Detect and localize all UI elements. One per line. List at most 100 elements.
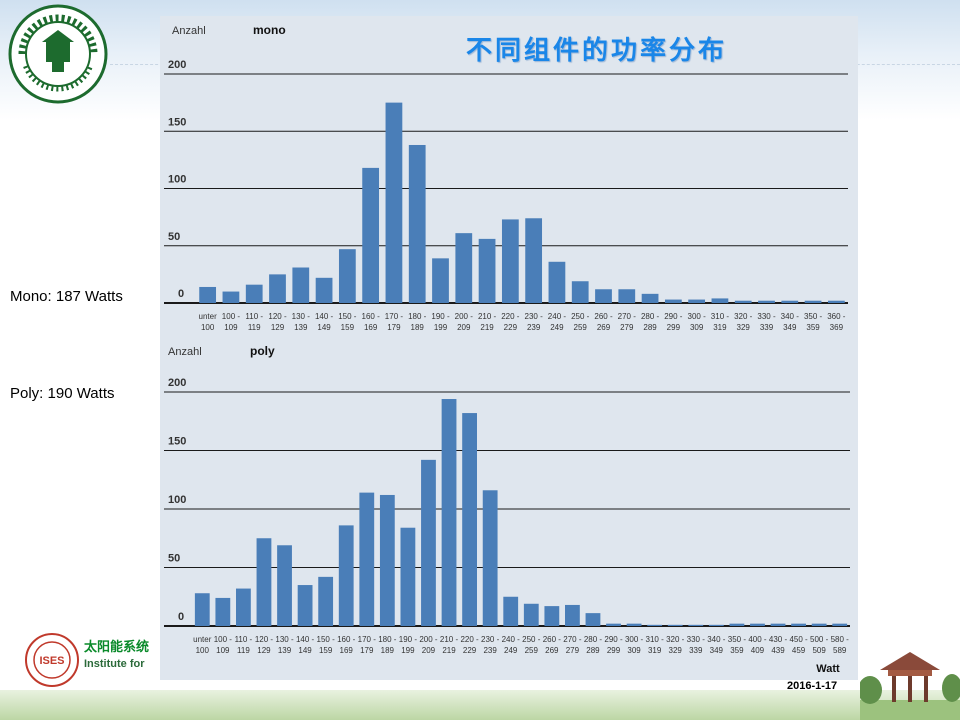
mono-watts-label: Mono: 187 Watts: [10, 288, 123, 305]
poly-x-tick-label: 210 -: [440, 635, 459, 644]
poly-x-tick-label: 339: [689, 646, 703, 655]
poly-bar: [811, 623, 827, 626]
poly-bar: [791, 623, 806, 626]
poly-x-tick-label: 100 -: [214, 635, 233, 644]
poly-x-tick-label: 160 -: [337, 635, 356, 644]
poly-x-tick-label: 269: [545, 646, 559, 655]
mono-x-tick-label: 119: [248, 323, 261, 332]
poly-bar: [338, 525, 354, 626]
poly-x-tick-label: 139: [278, 646, 292, 655]
poly-y-tick-label: 150: [168, 436, 186, 448]
poly-x-tick-label: 179: [360, 646, 374, 655]
poly-bar: [318, 576, 334, 626]
mono-bar: [571, 281, 589, 303]
mono-bar: [269, 274, 286, 303]
poly-x-tick-label: 290 -: [604, 635, 623, 644]
mono-x-tick-label: 299: [667, 323, 681, 332]
poly-y-tick-label: 0: [178, 611, 184, 623]
mono-x-tick-label: 340 -: [781, 312, 800, 321]
histogram-svg: Anzahl mono 0 50 100 150 200 unter 100 100 - 109 11…: [164, 23, 850, 675]
poly-x-tick-label: 119: [237, 646, 250, 655]
mono-bar: [292, 267, 310, 303]
poly-x-tick-label: 220 -: [460, 635, 479, 644]
mono-bar: [758, 300, 775, 303]
poly-x-tick-label: 589: [833, 646, 847, 655]
mono-x-tick-label: 290 -: [664, 312, 683, 321]
mono-bar: [827, 300, 845, 303]
poly-bar: [359, 492, 375, 626]
mono-x-tick-label: 120 -: [268, 312, 287, 321]
poly-bar: [482, 490, 498, 626]
poly-x-tick-label: 500 -: [810, 635, 829, 644]
poly-x-tick-label: 320 -: [666, 635, 685, 644]
mono-x-tick-label: 139: [294, 323, 308, 332]
mono-x-tick-label: 230 -: [525, 312, 544, 321]
mono-x-tick-label: 279: [620, 323, 634, 332]
mono-x-tick-label: 180 -: [408, 312, 427, 321]
poly-x-tick-label: 250 -: [522, 635, 541, 644]
poly-bar: [729, 623, 745, 626]
poly-x-tick-label: 129: [257, 646, 271, 655]
poly-bar: [400, 527, 416, 626]
poly-x-tick-label: 270 -: [563, 635, 582, 644]
mono-x-tick-label: 170 -: [385, 312, 404, 321]
mono-y-tick-label: 150: [168, 116, 186, 128]
poly-x-tick-label: 239: [483, 646, 497, 655]
mono-x-tick-label: 369: [830, 323, 844, 332]
pavilion-image: [860, 652, 960, 720]
poly-x-tick-label: 209: [422, 646, 436, 655]
mono-y-tick-label: 100: [168, 174, 186, 186]
footer-institute: 太阳能系统 Institute for: [84, 636, 159, 670]
mono-x-tick-label: unter: [199, 312, 218, 321]
mono-x-tick-label: 129: [271, 323, 285, 332]
poly-x-tick-label: 340 -: [707, 635, 726, 644]
mono-bar: [362, 167, 380, 303]
poly-y-axis-label: Anzahl: [168, 346, 202, 358]
mono-x-tick-label: 210 -: [478, 312, 497, 321]
poly-bar: [441, 399, 457, 626]
poly-x-tick-label: 329: [669, 646, 683, 655]
mono-x-tick-label: 260 -: [594, 312, 613, 321]
poly-x-tick-label: 299: [607, 646, 621, 655]
mono-bar: [478, 238, 496, 303]
poly-bar: [626, 623, 642, 626]
poly-bar: [708, 624, 724, 626]
poly-x-tick-label: 159: [319, 646, 333, 655]
mono-x-tick-label: 269: [597, 323, 611, 332]
mono-x-tick-label: 349: [783, 323, 797, 332]
poly-x-tick-label: 300 -: [625, 635, 644, 644]
poly-bar: [667, 624, 683, 626]
university-seal-logo: [8, 4, 108, 104]
mono-x-tick-label: 280 -: [641, 312, 660, 321]
mono-bar: [432, 258, 449, 303]
mono-x-tick-label: 350 -: [804, 312, 823, 321]
poly-bar: [194, 593, 210, 626]
poly-bar: [421, 459, 436, 626]
poly-x-tick-label: 190 -: [399, 635, 418, 644]
poly-x-tick-label: 140 -: [296, 635, 315, 644]
mono-x-tick-label: 249: [550, 323, 564, 332]
mono-bar: [618, 289, 636, 303]
mono-x-tick-label: 179: [387, 323, 401, 332]
slide-date: 2016-1-17: [787, 680, 838, 692]
mono-x-tick-label: 360 -: [827, 312, 846, 321]
poly-x-tick-label: 280 -: [584, 635, 603, 644]
poly-bar: [215, 597, 231, 626]
mono-x-tick-label: 130 -: [292, 312, 311, 321]
poly-x-tick-label: 249: [504, 646, 518, 655]
mono-x-tick-label: 109: [224, 323, 238, 332]
mono-x-tick-label: 270 -: [618, 312, 637, 321]
poly-x-tick-label: 150 -: [317, 635, 336, 644]
mono-x-tick-label: 250 -: [571, 312, 590, 321]
poly-x-tick-label: 200 -: [419, 635, 438, 644]
mono-x-tick-label: 300 -: [688, 312, 707, 321]
poly-bar: [770, 623, 786, 626]
mono-x-tick-label: 209: [457, 323, 471, 332]
mono-x-tick-label: 329: [737, 323, 751, 332]
footer-institute-cn: 太阳能系统: [84, 640, 150, 655]
mono-x-tick-label: 200 -: [455, 312, 474, 321]
institute-logo: ISES: [25, 633, 79, 687]
mono-x-tick-label: 189: [411, 323, 425, 332]
mono-bar: [641, 293, 659, 303]
poly-x-tick-label: 169: [340, 646, 354, 655]
